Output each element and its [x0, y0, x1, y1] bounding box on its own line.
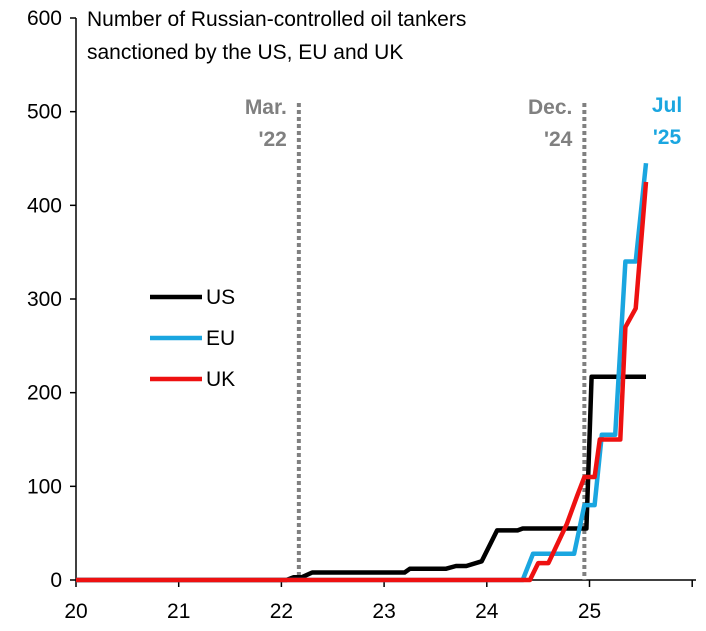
x-tick-label: 23 — [372, 600, 395, 623]
reference-line-label: Dec. — [528, 96, 572, 119]
y-tick-label: 200 — [27, 382, 62, 405]
legend-label-us: US — [206, 286, 235, 309]
y-tick-label: 500 — [27, 101, 62, 124]
x-ticks: 20 21 22 23 24 25 — [64, 580, 693, 623]
y-tick-label: 600 — [27, 7, 62, 30]
series-lines — [76, 162, 649, 583]
x-tick-label: 22 — [270, 600, 293, 623]
y-ticks: 0 100 200 300 400 500 600 — [27, 7, 76, 592]
y-tick-label: 300 — [27, 288, 62, 311]
reference-line-label: '22 — [258, 128, 286, 151]
annotation-label: '25 — [653, 126, 682, 149]
legend-label-eu: EU — [206, 327, 235, 350]
plot-area: 0 100 200 300 400 500 600 20 21 22 23 24 25 Mar. '22… — [27, 7, 696, 623]
y-tick-label: 0 — [50, 569, 62, 592]
reference-lines: Mar. '22 Dec. '24 — [245, 96, 587, 580]
title-line-2: sanctioned by the US, EU and UK — [87, 41, 403, 64]
annotation-label: Jul — [652, 94, 682, 117]
x-tick-label: 21 — [167, 600, 190, 623]
title-line-1: Number of Russian-controlled oil tankers — [87, 8, 466, 31]
series-line-us — [76, 374, 646, 583]
x-tick-label: 20 — [64, 600, 87, 623]
x-tick-label: 24 — [475, 600, 499, 623]
annotations: Jul '25 — [652, 94, 682, 149]
series-line-uk — [76, 181, 649, 583]
reference-line-label: Mar. — [245, 96, 287, 119]
y-tick-label: 400 — [27, 194, 62, 217]
y-tick-label: 100 — [27, 475, 62, 498]
legend: US EU UK — [150, 286, 235, 391]
series-line-eu — [76, 162, 649, 583]
legend-label-uk: UK — [206, 368, 235, 391]
chart-title: Number of Russian-controlled oil tankers… — [87, 8, 466, 64]
x-tick-label: 25 — [578, 600, 601, 623]
reference-line-label: '24 — [544, 128, 573, 151]
